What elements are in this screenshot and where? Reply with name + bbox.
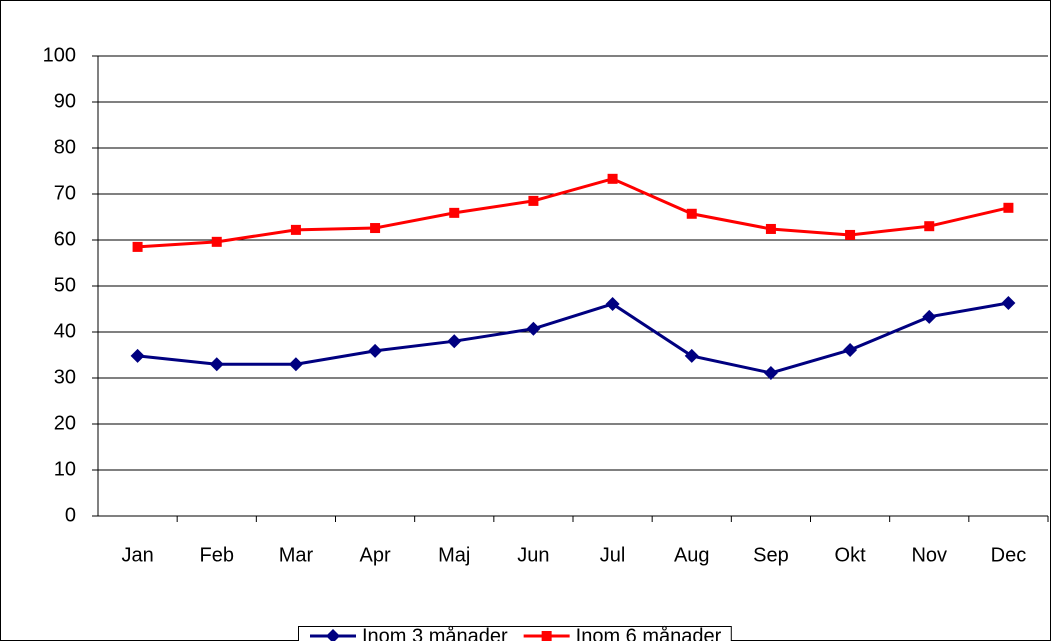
y-tick-label: 20 [54,412,76,434]
x-tick-label: Dec [991,544,1027,566]
x-tick-label: Maj [438,544,470,566]
y-tick-label: 10 [54,458,76,480]
x-tick-label: Apr [360,544,391,566]
data-point [447,334,462,349]
series-line [137,301,1009,375]
x-tick-label: Okt [835,544,867,566]
legend-box [298,626,732,641]
y-tick-label: 0 [65,504,76,526]
x-tick-label: Feb [200,544,234,566]
data-point [684,348,699,363]
data-point [528,195,539,206]
data-point [924,221,935,232]
data-point [290,224,301,235]
data-point [605,296,620,311]
y-tick-label: 90 [54,90,76,112]
x-tick-label: Nov [911,544,947,566]
data-point [843,342,858,357]
data-point [130,348,145,363]
x-tick-label: Jan [121,544,153,566]
data-point [368,343,383,358]
y-tick-label: 100 [43,44,76,66]
data-point [288,357,303,372]
data-point [922,309,937,324]
data-point [132,241,143,252]
y-tick-label: 70 [54,182,76,204]
data-point [765,223,776,234]
legend-marker [541,631,552,641]
y-tick-label: 40 [54,320,76,342]
data-point [1001,296,1016,311]
legend-label: Inom 3 månader [362,625,508,641]
data-point [449,207,460,218]
legend: Inom 3 månader Inom 6 månader [298,625,732,641]
legend-label: Inom 6 månader [576,625,722,641]
y-tick-label: 60 [54,228,76,250]
data-point [845,229,856,240]
data-point [686,208,697,219]
x-tick-label: Mar [279,544,314,566]
y-tick-label: 30 [54,366,76,388]
y-tick-label: 80 [54,136,76,158]
data-point [211,236,222,247]
legend-marker [326,629,340,641]
x-tick-label: Aug [674,544,710,566]
data-point [526,321,541,336]
data-point [763,365,778,380]
data-point [607,173,618,184]
series-line [137,177,1009,249]
x-tick-label: Sep [753,544,789,566]
data-point [209,357,224,372]
x-tick-label: Jul [600,544,626,566]
data-point [370,223,381,234]
x-tick-label: Jun [517,544,549,566]
y-tick-label: 50 [54,274,76,296]
data-point [1003,202,1014,213]
